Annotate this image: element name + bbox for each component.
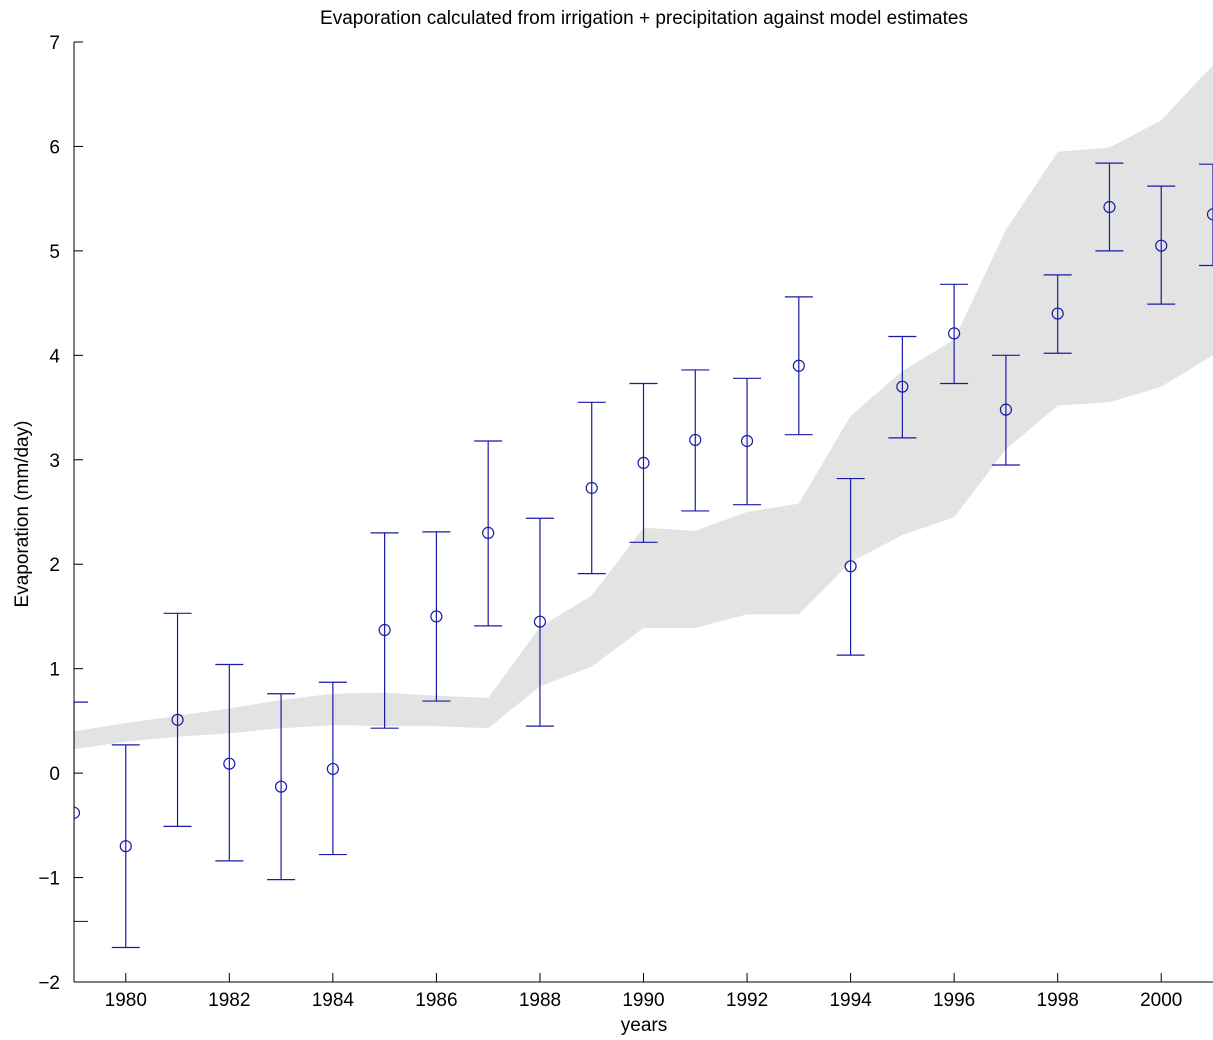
observation-1992 (733, 377, 762, 506)
observation-1981 (163, 612, 192, 827)
y-tick-label: −1 (38, 869, 60, 890)
observation-1988 (525, 517, 554, 727)
observation-1986 (422, 531, 451, 702)
data-point (1206, 208, 1213, 221)
data-point (378, 623, 391, 637)
observation-1989 (577, 401, 606, 575)
x-tick-label: 1996 (933, 990, 975, 1011)
observation-1982 (215, 663, 244, 862)
model-estimate-band (74, 65, 1213, 750)
data-point (999, 403, 1013, 416)
observation-1983 (267, 693, 296, 881)
plot-area: 1980 1982 1984 1986 1988 1990 1992 1994 1996 1998… (38, 33, 1213, 1011)
y-ticks: −2 −1 0 1 2 3 4 5 6 7 (38, 33, 83, 994)
observation-1980 (111, 744, 140, 949)
data-point (533, 615, 547, 628)
x-tick-label: 1994 (829, 990, 872, 1011)
observation-1985 (370, 532, 399, 729)
x-tick-label: 2000 (1140, 990, 1182, 1011)
observation-1987 (474, 440, 503, 627)
data-point (74, 806, 81, 819)
data-point (1051, 307, 1064, 320)
data-point (740, 434, 754, 448)
data-point (223, 757, 236, 770)
y-tick-label: 2 (49, 555, 60, 576)
data-point (896, 380, 909, 393)
chart-title: Evaporation calculated from irrigation +… (320, 8, 968, 29)
observation-1997 (991, 354, 1020, 466)
data-point (119, 840, 132, 853)
observation-1993 (784, 296, 813, 436)
x-tick-label: 1988 (519, 990, 561, 1011)
data-point (274, 780, 288, 793)
observation-1984 (318, 681, 347, 856)
x-tick-label: 1986 (415, 990, 457, 1011)
y-tick-label: 7 (49, 33, 60, 54)
y-tick-label: 1 (49, 660, 60, 681)
y-axis-label: Evaporation (mm/day) (12, 421, 33, 608)
data-point (326, 762, 339, 776)
data-point (1103, 200, 1116, 214)
observation-1979 (74, 701, 88, 923)
y-tick-label: 4 (49, 346, 60, 367)
y-tick-label: 5 (49, 242, 60, 263)
x-tick-label: 1992 (726, 990, 768, 1011)
observation-2001 (1199, 163, 1213, 267)
observations (74, 162, 1213, 949)
x-ticks: 1980 1982 1984 1986 1988 1990 1992 1994 1996 1998… (105, 973, 1182, 1011)
data-point (1155, 239, 1168, 252)
observation-1998 (1043, 274, 1072, 354)
data-point (844, 560, 857, 573)
model-estimate-band-area (74, 65, 1213, 750)
data-point (689, 433, 702, 447)
data-point (792, 359, 805, 372)
x-axis-label: years (621, 1015, 667, 1036)
data-point (948, 327, 961, 340)
x-tick-label: 1982 (208, 990, 250, 1011)
data-point (585, 481, 598, 495)
y-tick-label: −2 (38, 973, 60, 994)
observation-1995 (888, 335, 917, 439)
data-point (637, 456, 650, 470)
observation-1991 (681, 369, 710, 512)
observation-1996 (940, 283, 969, 385)
x-tick-label: 1990 (622, 990, 664, 1011)
data-point (171, 713, 184, 726)
observation-1990 (629, 382, 658, 543)
x-tick-label: 1984 (312, 990, 355, 1011)
observation-1999 (1095, 162, 1124, 252)
data-point (430, 610, 443, 623)
observation-2000 (1147, 185, 1176, 305)
data-point (482, 526, 495, 539)
y-tick-label: 6 (49, 137, 60, 158)
x-tick-label: 1980 (105, 990, 147, 1011)
y-tick-label: 0 (49, 764, 60, 785)
observation-1994 (836, 477, 865, 656)
y-tick-label: 3 (49, 451, 60, 472)
x-tick-label: 1998 (1037, 990, 1079, 1011)
